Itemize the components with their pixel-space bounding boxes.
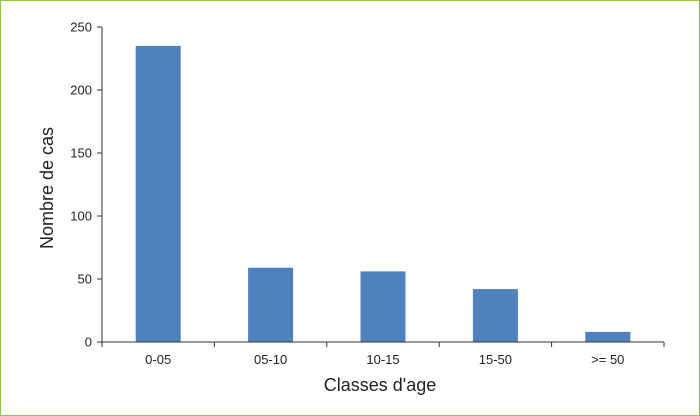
x-axis-title: Classes d'age [324,375,437,395]
bars-group [135,45,631,343]
y-tick-label: 150 [70,146,92,161]
y-tick-label: 0 [85,335,92,350]
y-ticks-group: 0 50 100 150 200 250 [70,20,102,350]
x-tick-label: 15-50 [479,352,512,367]
y-tick-label: 50 [78,272,92,287]
y-tick-label: 100 [70,209,92,224]
x-tick-label: 05-10 [254,352,287,367]
bar-15-50 [472,289,518,342]
x-tick-label: 10-15 [366,352,399,367]
x-ticks-group: 0-05 05-10 10-15 15-50 >= 50 [101,342,665,367]
y-tick-label: 200 [70,83,92,98]
y-axis-title: Nombre de cas [37,127,57,249]
bar-10-15 [360,271,406,342]
axes-group [101,27,664,343]
y-tick-label: 250 [70,20,92,35]
x-tick-label: 0-05 [145,352,171,367]
x-tick-label: >= 50 [591,352,624,367]
bar->= 50 [585,331,631,342]
bar-05-10 [248,267,294,342]
bar-0-05 [135,45,181,343]
